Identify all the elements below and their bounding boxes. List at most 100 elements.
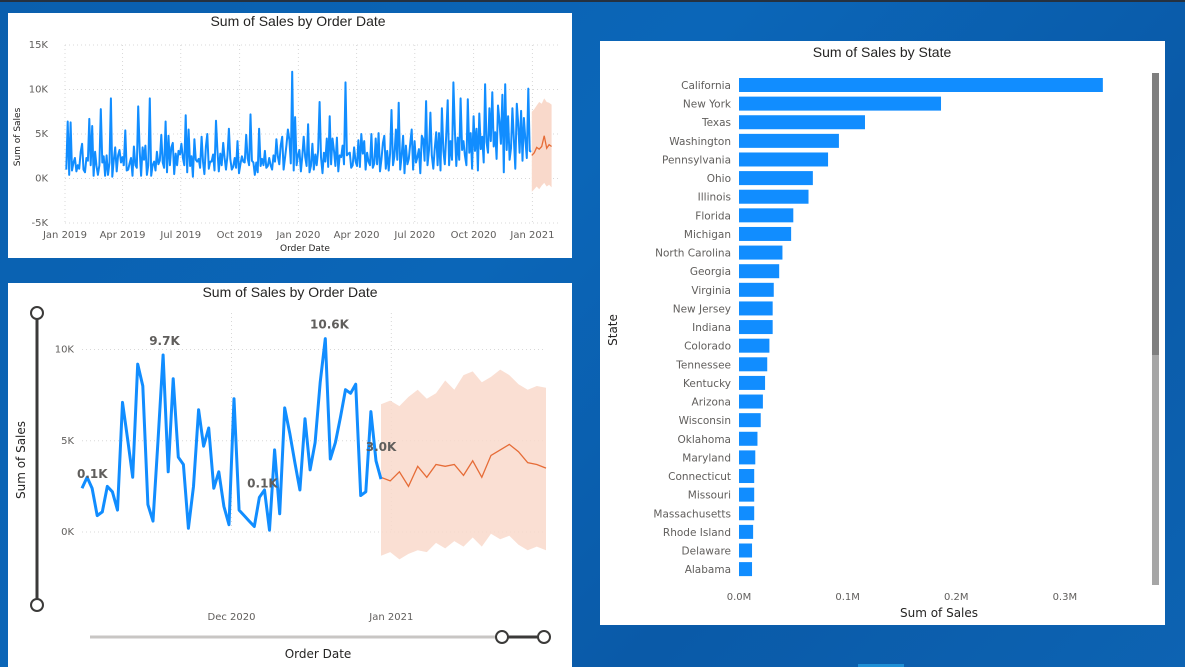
x-tick-label: Jan 2021 (509, 230, 554, 241)
state-bar[interactable] (739, 506, 755, 521)
state-label: Illinois (698, 192, 731, 204)
state-label: New Jersey (673, 303, 731, 315)
state-label: Texas (701, 117, 731, 129)
state-bar[interactable] (739, 394, 763, 409)
state-label: Alabama (685, 564, 731, 576)
state-label: Delaware (682, 546, 731, 558)
state-label: Oklahoma (678, 434, 731, 446)
state-bar[interactable] (739, 78, 1103, 92)
y-tick-label: 15K (29, 40, 49, 51)
state-bar[interactable] (739, 133, 839, 148)
state-bar[interactable] (739, 413, 761, 428)
state-bar[interactable] (739, 338, 770, 353)
y-tick-label: -5K (31, 218, 48, 229)
sales-by-state-visual[interactable]: Sum of Sales by State State Sum of Sales… (600, 41, 1165, 625)
state-bar[interactable] (739, 208, 794, 223)
state-label: Georgia (690, 266, 731, 278)
x-axis-title: Order Date (280, 244, 330, 254)
data-label: 9.7K (149, 334, 180, 348)
state-bar[interactable] (739, 226, 792, 241)
state-bar[interactable] (739, 96, 942, 111)
state-bar[interactable] (739, 524, 754, 539)
chart-title: Sum of Sales by State (813, 44, 952, 60)
sales-by-date-overview-chart: Sum of Sales by Order Date Sum of Sales … (13, 13, 558, 254)
forecast-line (380, 443, 547, 488)
state-label: Maryland (682, 452, 731, 464)
state-bar[interactable] (739, 543, 753, 558)
x-tick-label: Jul 2020 (393, 230, 435, 241)
state-label: Rhode Island (663, 527, 731, 539)
state-label: Kentucky (683, 378, 731, 390)
state-bar[interactable] (739, 189, 809, 204)
state-label: Michigan (684, 229, 731, 241)
state-label: Ohio (707, 173, 731, 185)
x-tick-label: Oct 2020 (451, 230, 497, 241)
state-bar[interactable] (739, 115, 865, 130)
sales-by-date-detail-chart: Sum of Sales by Order Date Sum of Sales … (14, 284, 551, 661)
x-tick-label: 0.1M (835, 592, 860, 603)
forecast-line (531, 135, 552, 156)
chart-title: Sum of Sales by Order Date (210, 13, 385, 29)
x-tick-label: 0.3M (1053, 592, 1078, 603)
state-label: North Carolina (655, 248, 731, 260)
state-bar[interactable] (739, 431, 758, 446)
y-tick-label: 5K (35, 129, 48, 140)
state-bar[interactable] (739, 450, 756, 465)
state-bar[interactable] (739, 487, 755, 502)
state-bar[interactable] (739, 282, 774, 297)
x-tick-label: Apr 2020 (334, 230, 380, 241)
state-label: Massachusetts (653, 508, 731, 520)
x-tick-label: Jan 2019 (42, 230, 87, 241)
state-label: Connecticut (668, 471, 731, 483)
x-tick-label: Apr 2019 (100, 230, 146, 241)
y-tick-label: 10K (29, 85, 49, 96)
state-bar[interactable] (739, 375, 766, 390)
state-label: Colorado (684, 341, 731, 353)
state-label: Washington (669, 136, 731, 148)
y-tick-label: 10K (55, 345, 75, 356)
page-tab-indicator (858, 664, 904, 667)
state-label: Tennessee (675, 359, 731, 371)
x-axis-title: Sum of Sales (900, 606, 978, 620)
data-label: 3.0K (366, 440, 397, 454)
sales-line[interactable] (65, 70, 532, 178)
state-bar[interactable] (739, 245, 783, 260)
vertical-scrollbar-track[interactable] (1152, 355, 1159, 585)
state-bar[interactable] (739, 264, 780, 279)
data-label: 0.1K (77, 467, 108, 481)
state-label: Pennsylvania (662, 154, 731, 166)
x-tick-label: Dec 2020 (208, 612, 256, 623)
x-tick-label: Jan 2020 (275, 230, 320, 241)
state-label: California (681, 80, 731, 92)
state-bar[interactable] (739, 301, 773, 316)
state-label: Indiana (692, 322, 731, 334)
sales-by-date-overview-visual[interactable]: Sum of Sales by Order Date Sum of Sales … (8, 13, 572, 258)
state-bar[interactable] (739, 152, 829, 167)
y-tick-label: 0K (35, 174, 48, 185)
state-label: New York (683, 99, 732, 111)
x-tick-label: Jul 2019 (159, 230, 201, 241)
sales-line[interactable] (80, 337, 383, 532)
state-label: Virginia (691, 285, 731, 297)
chart-title: Sum of Sales by Order Date (202, 284, 377, 300)
x-zoom-slider-left-handle[interactable] (495, 630, 509, 644)
y-axis-title: Sum of Sales (14, 421, 28, 499)
data-label: 0.1K (247, 476, 278, 490)
y-axis-title: Sum of Sales (13, 107, 23, 166)
state-bar[interactable] (739, 357, 768, 372)
state-bar[interactable] (739, 469, 755, 484)
vertical-scrollbar-thumb[interactable] (1152, 73, 1159, 355)
state-bar[interactable] (739, 171, 813, 186)
y-tick-label: 0K (61, 527, 74, 538)
state-label: Missouri (688, 490, 731, 502)
state-bar[interactable] (739, 562, 753, 577)
y-zoom-slider-top-handle[interactable] (30, 306, 44, 320)
y-axis-title: State (606, 314, 620, 346)
state-bar[interactable] (739, 320, 773, 335)
sales-by-date-detail-visual[interactable]: Sum of Sales by Order Date Sum of Sales … (8, 283, 572, 667)
x-tick-label: Jan 2021 (368, 612, 413, 623)
x-tick-label: Oct 2019 (217, 230, 263, 241)
state-label: Arizona (692, 397, 731, 409)
x-zoom-slider-right-handle[interactable] (537, 630, 551, 644)
y-zoom-slider-bottom-handle[interactable] (30, 598, 44, 612)
